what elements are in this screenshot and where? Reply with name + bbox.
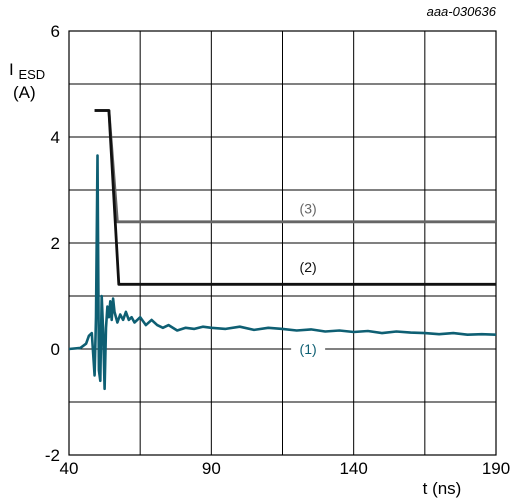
- series-line-1: [68, 154, 497, 391]
- y-tick-label: 0: [51, 340, 60, 359]
- series-labels: (3) (2) (1): [291, 198, 326, 359]
- grid-lines: [68, 30, 497, 456]
- y-tick-label: 2: [51, 234, 60, 253]
- y-tick-label: 6: [51, 22, 60, 41]
- y-axis-title: I ESD (A): [9, 60, 45, 102]
- series-label: (3): [300, 201, 317, 217]
- x-axis-title: t (ns): [423, 479, 462, 498]
- x-tick-label: 90: [202, 459, 221, 478]
- x-tick-label: 140: [339, 459, 367, 478]
- figure-id: aaa-030636: [427, 4, 497, 19]
- series-line-2: [94, 109, 496, 286]
- y-tick-label: -2: [45, 446, 60, 465]
- plot-frame: [68, 30, 497, 456]
- svg-text:I ESD: I ESD: [9, 60, 45, 82]
- y-axis-unit: (A): [13, 83, 36, 102]
- y-tick-label: 4: [51, 128, 60, 147]
- x-tick-label: 190: [482, 459, 510, 478]
- series-label: (2): [300, 259, 317, 275]
- tick-labels: 40 90 140 190 -2 0 2 4 6: [45, 22, 510, 478]
- series-label-backdrop: [291, 256, 326, 277]
- series-label-backdrop: [291, 339, 326, 359]
- series-layer: [68, 109, 497, 391]
- series-label: (1): [300, 341, 317, 357]
- x-tick-label: 40: [60, 459, 79, 478]
- series-label-backdrop: [291, 198, 326, 219]
- y-axis-label-subscript: ESD: [18, 67, 45, 82]
- y-axis-label-main: I: [9, 60, 14, 79]
